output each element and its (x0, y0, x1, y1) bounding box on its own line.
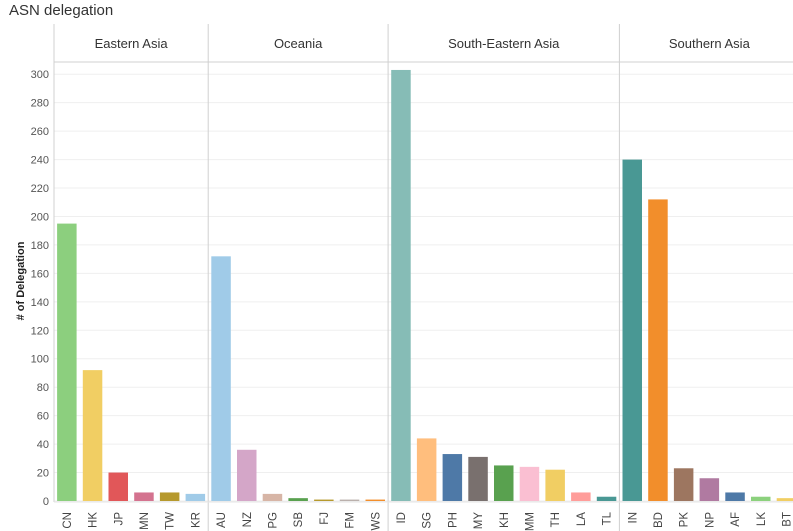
y-tick-label: 180 (31, 240, 49, 252)
bar-fj (314, 499, 334, 501)
category-label: MM (524, 512, 536, 531)
y-tick-label: 300 (31, 69, 49, 81)
chart-title: ASN delegation (9, 2, 114, 19)
bar-mn (134, 492, 154, 501)
panel-header-label: Southern Asia (669, 36, 751, 51)
bar-af (725, 492, 745, 501)
bar-id (391, 69, 411, 501)
category-label: KH (499, 512, 511, 528)
y-axis-title: # of Delegation (15, 241, 27, 320)
category-label: AF (730, 512, 742, 527)
category-label: NP (704, 512, 716, 528)
bar-in (622, 159, 642, 502)
category-label: MN (139, 512, 151, 530)
y-tick-label: 200 (31, 211, 49, 223)
bar-pk (673, 468, 694, 501)
y-tick-label: 40 (37, 439, 49, 451)
y-tick-label: 160 (31, 268, 49, 280)
bar-tl (596, 496, 617, 501)
bar-pg (262, 493, 283, 501)
bar-nz (237, 449, 257, 501)
bar-kr (185, 493, 206, 501)
panel-header-label: South-Eastern Asia (448, 36, 560, 51)
bar-la (571, 492, 591, 501)
bar-np (699, 478, 720, 501)
y-tick-label: 280 (31, 98, 49, 110)
category-label: PH (447, 512, 459, 528)
y-tick-label: 100 (31, 354, 49, 366)
bar-mm (519, 466, 540, 501)
category-label: IN (627, 512, 639, 524)
y-tick-label: 80 (37, 382, 49, 394)
bar-kh (494, 465, 514, 501)
category-label: TW (165, 512, 177, 530)
bar-cn (57, 223, 77, 501)
y-tick-label: 20 (37, 468, 49, 480)
category-label: LK (756, 512, 768, 526)
bar-ws (365, 499, 385, 501)
category-label: SB (293, 512, 305, 528)
y-tick-label: 0 (43, 496, 49, 508)
bar-th (545, 469, 565, 501)
bar-hk (82, 370, 103, 501)
category-label: JP (113, 512, 125, 526)
bar-ph (442, 454, 463, 501)
bar-my (468, 456, 488, 501)
panel-southern-asia: Southern Asia IN BD PK NP AF LK BT (622, 36, 793, 528)
y-tick-label: 260 (31, 126, 49, 138)
category-label: AU (216, 512, 228, 528)
bar-bt (776, 498, 793, 501)
bar-bd (648, 199, 668, 501)
category-label: TL (602, 511, 614, 525)
category-label: ID (396, 512, 408, 524)
panel-oceania: Oceania AU NZ PG SB FJ FM WS (211, 36, 385, 531)
y-tick-label: 220 (31, 183, 49, 195)
category-label: KR (190, 512, 202, 528)
y-tick-label: 60 (37, 411, 49, 423)
category-label: MY (473, 512, 485, 530)
bar-lk (751, 496, 771, 501)
panel-eastern-asia: Eastern Asia CN HK JP MN TW KR (57, 36, 206, 530)
category-label: LA (576, 512, 588, 526)
category-label: TH (550, 512, 562, 527)
bar-tw (159, 492, 180, 501)
category-label: BD (653, 512, 665, 528)
category-label: HK (88, 512, 100, 528)
category-label: BT (781, 512, 793, 527)
category-label: WS (370, 512, 382, 531)
category-label: FM (345, 512, 357, 529)
bar-au (211, 256, 231, 501)
y-tick-label: 120 (31, 325, 49, 337)
category-label: CN (62, 512, 74, 529)
category-label: PG (267, 512, 279, 529)
bar-sg (416, 438, 437, 501)
category-label: SG (422, 512, 434, 529)
category-label: FJ (319, 512, 331, 525)
panel-header-label: Oceania (274, 36, 323, 51)
bar-jp (108, 472, 128, 501)
y-tick-label: 240 (31, 155, 49, 167)
y-tick-label: 140 (31, 297, 49, 309)
panel-header-label: Eastern Asia (95, 36, 169, 51)
panel-south-eastern-asia: South-Eastern Asia ID SG PH MY KH MM TH LA TL (391, 36, 617, 531)
category-label: NZ (242, 512, 254, 527)
bar-fm (339, 499, 360, 501)
bar-sb (288, 498, 308, 501)
category-label: PK (679, 512, 691, 528)
